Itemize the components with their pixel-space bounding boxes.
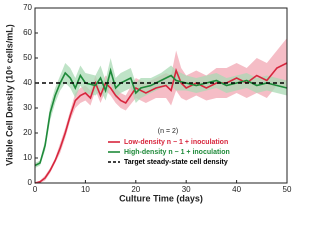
y-tick-label: 30 [23,103,32,112]
x-tick-label: 20 [131,185,140,194]
legend-label: Target steady-state cell density [124,159,228,166]
x-axis-label: Culture Time (days) [119,193,203,203]
chart: Culture Time (days) Viable Cell Density … [4,3,292,203]
x-tick-label: 30 [182,185,191,194]
x-tick-label: 10 [81,185,90,194]
y-tick-label: 60 [23,28,32,37]
error-band [35,38,287,183]
x-tick-label: 50 [283,185,292,194]
y-tick-label: 10 [23,153,32,162]
y-axis-label: Viable Cell Density (10⁶ cells/mL) [4,24,14,166]
x-tick-label: 0 [33,185,38,194]
y-tick-label: 20 [23,128,32,137]
y-tick-label: 70 [23,3,32,12]
series-line [34,67,288,167]
plot-frame [34,7,288,184]
x-tick-label: 40 [232,185,241,194]
y-tick-label: 40 [23,78,32,87]
legend-label: Low-density n − 1 + inoculation [124,139,228,146]
y-tick-label: 0 [28,178,33,187]
y-tick-label: 50 [23,53,32,62]
annotation: (n = 2) [158,128,178,135]
legend-label: High-density n − 1 + inoculation [124,149,230,156]
error-band [35,58,287,168]
